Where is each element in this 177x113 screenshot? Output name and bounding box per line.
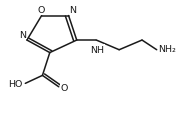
Text: O: O	[38, 6, 45, 15]
Text: NH: NH	[90, 45, 104, 54]
Text: HO: HO	[8, 79, 22, 88]
Text: O: O	[61, 84, 68, 93]
Text: N: N	[19, 31, 26, 40]
Text: N: N	[69, 6, 76, 15]
Text: NH₂: NH₂	[158, 45, 176, 54]
